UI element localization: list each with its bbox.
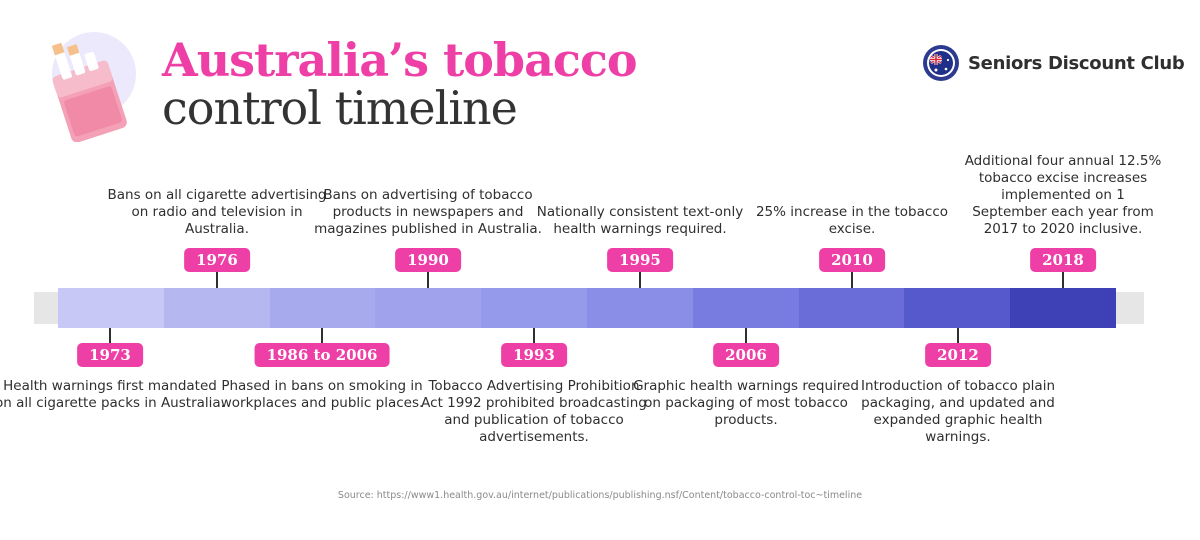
year-badge: 1993	[501, 343, 567, 367]
cigarette-pack-icon	[51, 32, 136, 142]
event-description: Nationally consistent text-only health w…	[536, 204, 744, 237]
year-badge: 2010	[819, 248, 885, 272]
timeline-tick	[109, 328, 111, 346]
year-badge: 2006	[713, 343, 779, 367]
timeline-segment	[58, 288, 164, 328]
event-description: Health warnings first mandated on all ci…	[0, 378, 225, 411]
timeline-tick	[216, 270, 218, 288]
year-badge: 1990	[395, 248, 461, 272]
timeline-tick	[321, 328, 323, 346]
timeline-segment	[1010, 288, 1116, 328]
timeline-tick	[533, 328, 535, 346]
page-title: Australia’s tobacco control timeline	[162, 33, 638, 136]
timeline-tick	[1062, 270, 1064, 288]
brand-logo[interactable]: Seniors Discount Club	[922, 44, 1185, 82]
source-note: Source: https://www1.health.gov.au/inter…	[337, 490, 863, 501]
year-badge: 1973	[77, 343, 143, 367]
year-badge: 1986 to 2006	[254, 343, 390, 367]
australia-flag-tag-icon	[923, 45, 959, 81]
event-description: Additional four annual 12.5% tobacco exc…	[964, 153, 1162, 237]
event-description: Bans on all cigarette advertising on rad…	[107, 187, 327, 237]
timeline-tick	[427, 270, 429, 288]
title-line-2: control timeline	[162, 81, 518, 136]
year-badge: 1976	[184, 248, 250, 272]
timeline-tick	[745, 328, 747, 346]
timeline-tick	[639, 270, 641, 288]
event-description: Phased in bans on smoking in workplaces …	[220, 378, 424, 411]
timeline-segment	[692, 288, 799, 328]
timeline-segment	[798, 288, 905, 328]
timeline-tick	[957, 328, 959, 346]
timeline-tick	[851, 270, 853, 288]
event-description: Bans on advertising of tobacco products …	[314, 187, 542, 237]
event-description: 25% increase in the tobacco excise.	[755, 204, 949, 237]
year-badge: 2012	[925, 343, 991, 367]
timeline-segment	[904, 288, 1011, 328]
timeline-track	[58, 288, 1116, 328]
timeline-segment	[163, 288, 270, 328]
timeline-segment	[481, 288, 587, 328]
title-line-1: Australia’s tobacco	[162, 33, 638, 87]
event-description: Graphic health warnings required on pack…	[633, 378, 859, 428]
timeline-segment	[586, 288, 693, 328]
timeline-segment	[375, 288, 482, 328]
year-badge: 2018	[1030, 248, 1096, 272]
event-description: Tobacco Advertising Prohibition Act 1992…	[421, 378, 647, 445]
timeline-segment	[269, 288, 376, 328]
event-description: Introduction of tobacco plain packaging,…	[860, 378, 1056, 445]
year-badge: 1995	[607, 248, 673, 272]
brand-name: Seniors Discount Club	[968, 52, 1185, 74]
